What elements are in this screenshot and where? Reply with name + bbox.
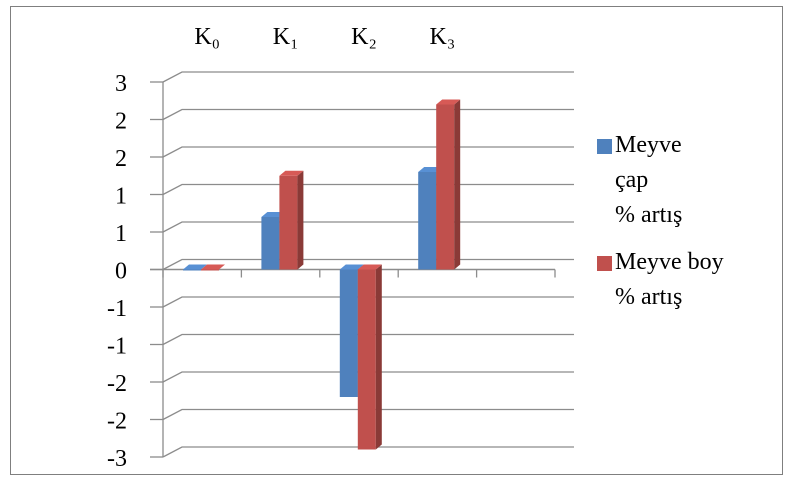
category-label: K₃ bbox=[430, 24, 456, 50]
y-tick-label: 1 bbox=[115, 184, 127, 210]
legend-swatch bbox=[597, 256, 612, 271]
legend-label: Meyve boy bbox=[615, 249, 724, 275]
y-tick-label: -3 bbox=[107, 446, 127, 472]
chart-frame bbox=[10, 6, 783, 475]
gridline bbox=[162, 371, 574, 383]
y-tick-labels: 3 2 2 1 1 0 -1 -1 -2 -2 -3 bbox=[107, 71, 127, 472]
bar bbox=[201, 264, 225, 271]
y-tick-label: 2 bbox=[115, 109, 127, 135]
gridline bbox=[162, 108, 574, 121]
legend-item: Meyve çap % artış bbox=[597, 132, 682, 228]
y-tick-label: 2 bbox=[115, 146, 127, 172]
legend-swatch bbox=[597, 139, 612, 154]
category-label: K₁ bbox=[273, 24, 299, 50]
gridline bbox=[162, 408, 574, 421]
legend-item: Meyve boy % artış bbox=[597, 249, 724, 310]
y-tick-label: 0 bbox=[115, 259, 127, 285]
bar bbox=[436, 99, 461, 270]
gridline bbox=[162, 71, 574, 83]
legend-label: % artış bbox=[615, 202, 682, 228]
legend-label: çap bbox=[615, 167, 648, 193]
y-tick-label: -1 bbox=[107, 296, 127, 322]
y-tick-label: -2 bbox=[107, 371, 127, 397]
legend: Meyve çap % artış Meyve boy % artış bbox=[597, 132, 724, 310]
gridline bbox=[162, 221, 574, 233]
legend-label: % artış bbox=[615, 284, 682, 310]
y-tick-label: -1 bbox=[107, 334, 127, 360]
category-labels: K₀ K₁ K₂ K₃ bbox=[194, 24, 455, 50]
gridline bbox=[162, 296, 574, 308]
gridline bbox=[162, 183, 574, 196]
category-label: K₂ bbox=[351, 24, 377, 50]
y-tick-label: -2 bbox=[107, 409, 127, 435]
category-label: K₀ bbox=[194, 24, 220, 50]
gridline bbox=[162, 146, 574, 158]
bar bbox=[357, 264, 382, 450]
bar bbox=[279, 170, 304, 270]
gridline bbox=[162, 446, 574, 458]
bars bbox=[183, 99, 461, 450]
y-tick-label: 1 bbox=[115, 221, 127, 247]
y-tick-label: 3 bbox=[115, 71, 127, 97]
gridline bbox=[162, 333, 574, 346]
bar bbox=[183, 264, 207, 271]
legend-label: Meyve bbox=[615, 132, 682, 158]
